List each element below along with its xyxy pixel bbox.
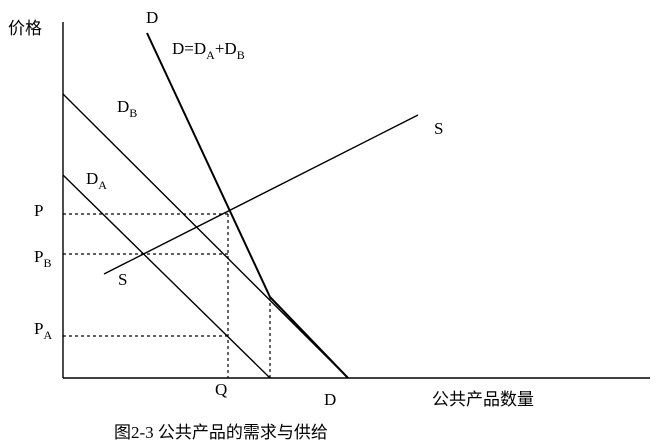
price-p: P [34, 201, 43, 220]
label-main: P [34, 319, 43, 338]
y-axis-label: 价格 [8, 19, 42, 38]
x-axis-label: 公共产品数量 [432, 390, 534, 409]
demand-b-line [62, 93, 349, 379]
label-main: D [86, 169, 98, 188]
formula-part: D=D [172, 39, 206, 58]
formula-sub: B [237, 48, 245, 62]
label-sub: B [129, 106, 137, 120]
formula-sub: A [206, 48, 215, 62]
label-main: P [34, 247, 43, 266]
formula-part: +D [215, 39, 237, 58]
price-pa: PA [34, 319, 52, 342]
total-demand-top-label: D [146, 8, 158, 27]
caption: 图2-3 公共产品的需求与供给 [114, 423, 328, 442]
demand-a-line [62, 174, 271, 379]
label-main: D [117, 97, 129, 116]
demand-b-label: DB [117, 97, 137, 120]
supply-top-label: S [434, 119, 443, 138]
demand-a-label: DA [86, 169, 107, 192]
supply-bottom-label: S [118, 270, 127, 289]
price-pb: PB [34, 247, 51, 270]
total-demand-bottom-label: D [324, 390, 336, 409]
quantity-q: Q [215, 380, 227, 399]
label-sub: A [98, 178, 107, 192]
label-sub: B [43, 256, 51, 270]
supply-line [103, 114, 419, 275]
total-demand-line [146, 32, 349, 379]
label-sub: A [43, 328, 52, 342]
total-demand-formula: D=DA+DB [172, 39, 245, 62]
